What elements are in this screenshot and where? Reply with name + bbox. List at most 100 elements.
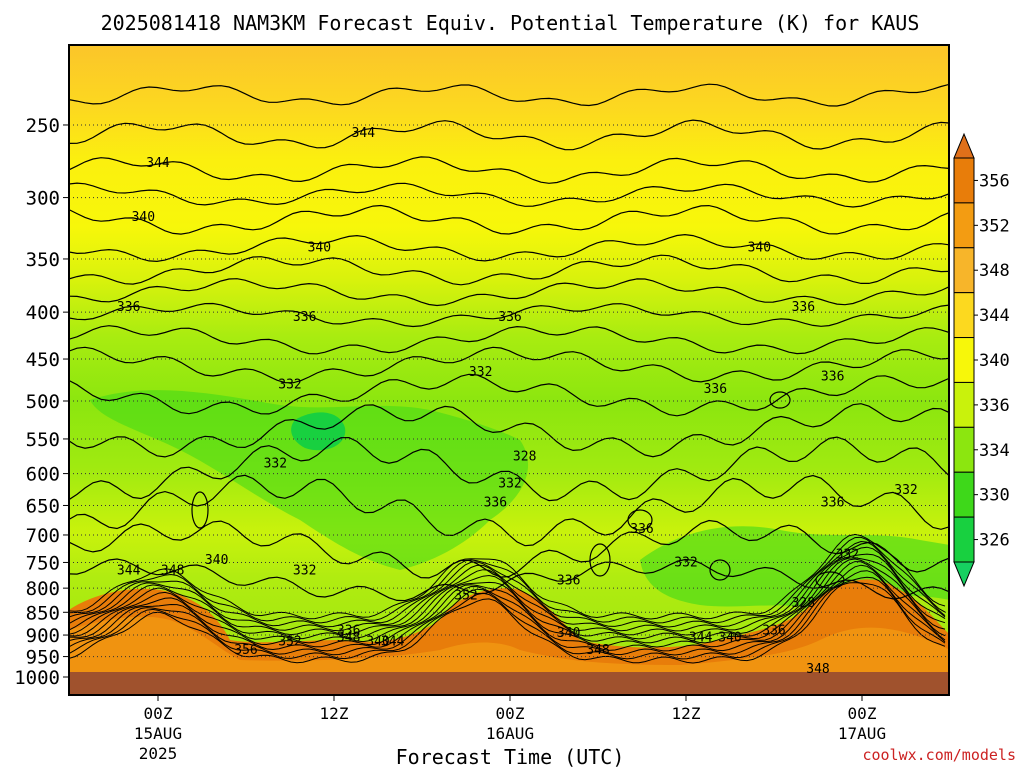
contour-label: 340: [205, 553, 228, 568]
colorbar-swatch: [953, 247, 975, 294]
x-tick-label: 12Z: [672, 704, 701, 723]
y-tick-label: 650: [26, 495, 60, 517]
contour-label: 332: [278, 378, 301, 393]
contour-cell: [769, 391, 791, 409]
contour-line: [69, 156, 949, 184]
contour-line: [69, 373, 949, 417]
contour-line: [69, 325, 949, 355]
contour-label: 344: [146, 156, 170, 171]
ground-layer: [69, 672, 949, 695]
contour-lines: [69, 83, 949, 664]
colorbar-label: 352: [979, 216, 1010, 236]
y-tick-label: 950: [26, 647, 60, 669]
colorbar-label: 336: [979, 396, 1010, 416]
contour-line: [69, 564, 946, 652]
colorbar-label: 344: [979, 306, 1010, 326]
contour-label: 336: [792, 300, 815, 315]
green-band-region: [90, 390, 529, 570]
contour-label: 336: [630, 522, 653, 537]
x-tick-label: 2025: [139, 744, 178, 763]
contour-line: [69, 204, 949, 235]
contour-label: 356: [234, 643, 257, 658]
colorbar: 356 352 348 344 340 336 334 330 326: [953, 132, 1010, 588]
colorbar-label: 334: [979, 441, 1010, 461]
contour-label: 340: [366, 635, 389, 650]
contour-line: [69, 576, 946, 660]
x-tick-label: 00Z: [144, 704, 173, 723]
contour-line: [69, 557, 946, 640]
contour-line: [69, 536, 946, 624]
colorbar-label: 326: [979, 531, 1010, 551]
contour-label: 340: [748, 240, 771, 255]
contour-line: [69, 561, 946, 648]
contour-label: 340: [557, 626, 580, 641]
x-tick-label: 00Z: [496, 704, 525, 723]
contour-label: 348: [586, 643, 609, 658]
contour-line: [69, 540, 946, 628]
y-axis: 2503003504004505005506006507007508008509…: [14, 115, 69, 689]
contour-labels: 344 344 340 340 340 336 336 336 336 332 332 336 336 3…: [117, 126, 918, 677]
y-tick-label: 550: [26, 429, 60, 451]
y-tick-label: 800: [26, 578, 60, 600]
hot-boundary-region: [69, 616, 949, 680]
contour-line: [69, 83, 949, 107]
contour-label: 336: [293, 310, 316, 325]
contour-label: 340: [132, 210, 155, 225]
y-tick-label: 750: [26, 552, 60, 574]
y-tick-label: 500: [26, 391, 60, 413]
x-tick-label: 17AUG: [838, 724, 886, 743]
contour-line: [69, 233, 949, 263]
contour-cell: [815, 571, 845, 589]
contour-label: 336: [821, 369, 844, 384]
y-tick-label: 600: [26, 464, 60, 486]
contour-label: 348: [161, 563, 184, 578]
contour-label: 332: [894, 483, 917, 498]
colorbar-swatch: [953, 337, 975, 383]
contour-line: [69, 533, 946, 620]
pressure-gridlines: [69, 124, 949, 658]
colorbar-swatch: [953, 426, 975, 473]
colorbar-swatch: [953, 292, 975, 339]
contour-label: 336: [762, 624, 785, 639]
contour-label: 352: [278, 635, 301, 650]
chart-title: 2025081418 NAM3KM Forecast Equiv. Potent…: [101, 11, 920, 35]
y-tick-label: 850: [26, 602, 60, 624]
plot-border: [68, 44, 950, 696]
contour-label: 336: [484, 495, 507, 510]
contour-cell: [589, 543, 611, 577]
contour-line: [69, 278, 949, 307]
y-tick-label: 1000: [14, 667, 60, 689]
colorbar-label: 348: [979, 261, 1010, 281]
contour-line: [69, 254, 949, 286]
contour-line: [69, 182, 949, 208]
contour-label: 332: [293, 563, 316, 578]
contour-label: 328: [792, 596, 815, 611]
contour-line: [69, 553, 946, 636]
contour-line: [69, 582, 946, 664]
contour-line: [69, 119, 949, 151]
y-tick-label: 300: [26, 188, 60, 210]
y-tick-label: 700: [26, 525, 60, 547]
watermark: coolwx.com/models: [862, 746, 1016, 764]
contour-label: 332: [674, 555, 697, 570]
x-tick-label: 16AUG: [486, 724, 534, 743]
contour-label: 340: [718, 630, 741, 645]
contour-label: 344: [352, 126, 376, 141]
colorbar-label: 330: [979, 486, 1010, 506]
contour-label: 340: [308, 240, 331, 255]
x-axis-label: Forecast Time (UTC): [396, 745, 625, 768]
colorbar-cap-top: [953, 132, 975, 159]
x-tick-label: 00Z: [848, 704, 877, 723]
x-tick-label: 15AUG: [134, 724, 182, 743]
contour-label: 328: [513, 450, 536, 465]
contour-label: 352: [454, 589, 477, 604]
colorbar-swatch: [953, 157, 975, 204]
contour-label: 336: [337, 624, 360, 639]
contour-label: 336: [117, 300, 140, 315]
contour-label: 336: [498, 310, 521, 325]
contour-line: [69, 558, 946, 644]
contour-line: [69, 570, 946, 656]
filled-contour-regions: [69, 390, 949, 695]
